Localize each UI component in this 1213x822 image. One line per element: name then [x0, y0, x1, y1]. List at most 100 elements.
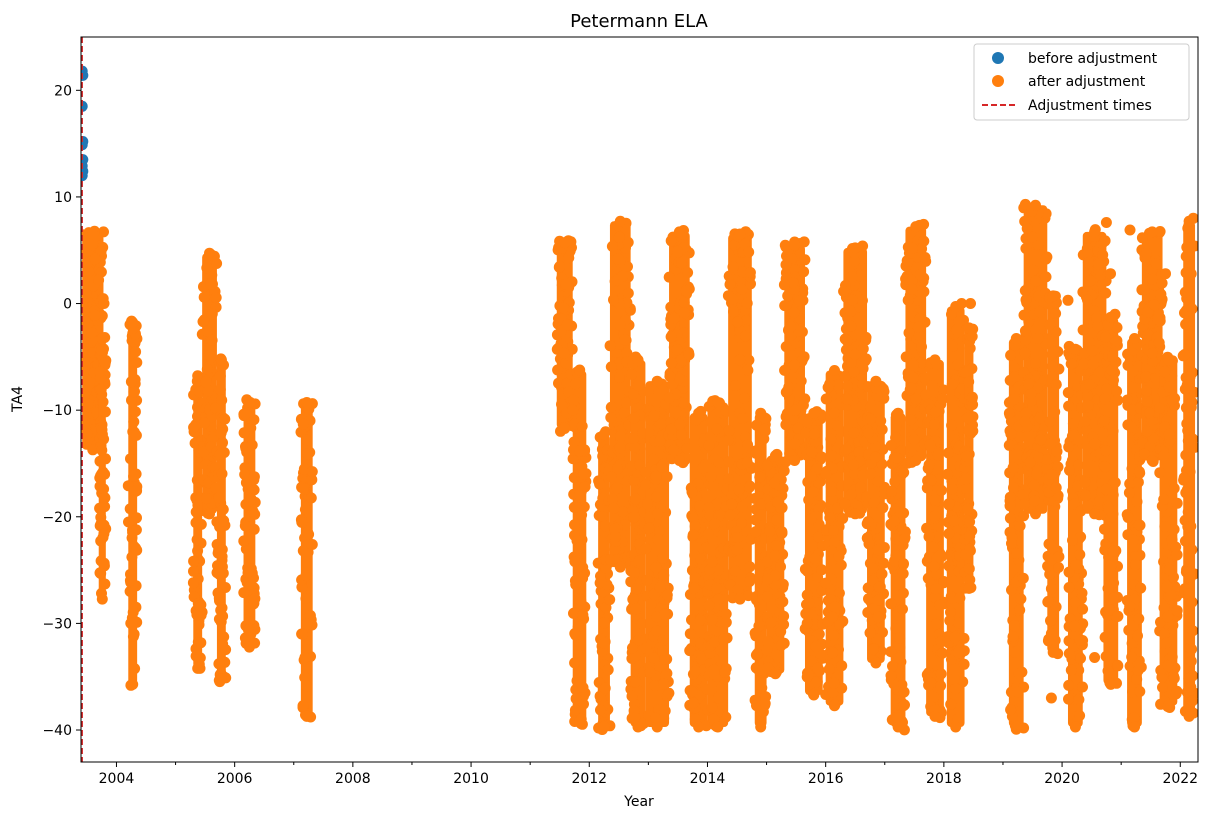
after-adjustment-point	[805, 513, 817, 525]
after-adjustment-point	[872, 594, 884, 606]
after-adjustment-point	[696, 653, 708, 665]
after-adjustment-point	[240, 408, 252, 420]
after-adjustment-point	[658, 569, 670, 581]
after-adjustment-point	[963, 322, 975, 334]
after-adjustment-point	[128, 628, 140, 640]
after-adjustment-point	[213, 568, 225, 580]
after-adjustment-point	[957, 676, 969, 688]
after-adjustment-point	[621, 347, 633, 359]
after-adjustment-point	[1132, 630, 1143, 642]
after-adjustment-point	[122, 480, 134, 492]
after-adjustment-point	[1009, 371, 1021, 383]
after-adjustment-point	[1152, 313, 1164, 325]
after-adjustment-point	[795, 375, 807, 387]
after-adjustment-point	[1138, 283, 1150, 295]
after-adjustment-point	[1064, 464, 1075, 476]
after-adjustment-point	[1182, 435, 1194, 447]
after-adjustment-point	[1099, 631, 1111, 643]
after-adjustment-point	[732, 584, 744, 596]
after-adjustment-point	[962, 503, 974, 515]
after-adjustment-point	[839, 498, 851, 510]
after-adjustment-point	[1042, 454, 1054, 465]
after-adjustment-point	[863, 427, 874, 439]
after-adjustment-point	[759, 698, 771, 709]
after-adjustment-point	[629, 441, 641, 453]
after-adjustment-point	[1186, 643, 1198, 655]
after-adjustment-point	[1187, 695, 1198, 707]
after-adjustment-point	[1181, 418, 1193, 430]
after-adjustment-point	[1084, 379, 1096, 390]
after-adjustment-point	[1122, 512, 1134, 523]
after-adjustment-point	[243, 641, 255, 653]
after-adjustment-point	[827, 647, 839, 659]
after-adjustment-point	[652, 534, 664, 545]
after-adjustment-point	[1159, 521, 1171, 532]
after-adjustment-point	[891, 711, 903, 723]
after-adjustment-point	[1104, 604, 1116, 616]
after-adjustment-point	[632, 380, 644, 392]
after-adjustment-point	[769, 550, 781, 562]
after-adjustment-point	[300, 570, 312, 581]
after-adjustment-point	[960, 450, 972, 462]
after-adjustment-point	[1018, 309, 1030, 321]
after-adjustment-point	[124, 575, 136, 586]
after-adjustment-point	[1087, 358, 1099, 370]
after-adjustment-point	[569, 556, 581, 568]
after-adjustment-point	[808, 689, 820, 701]
after-adjustment-point	[805, 655, 817, 667]
after-adjustment-point	[650, 470, 662, 482]
after-adjustment-point	[695, 553, 707, 565]
after-adjustment-point	[1171, 497, 1183, 509]
after-adjustment-point	[1186, 303, 1198, 315]
after-adjustment-point	[621, 297, 633, 309]
plot-frame	[80, 36, 1199, 763]
after-adjustment-point	[1170, 688, 1182, 700]
after-adjustment-point	[81, 359, 91, 371]
after-adjustment-point	[663, 687, 675, 699]
after-adjustment-point	[665, 235, 677, 247]
after-adjustment-point	[594, 478, 606, 490]
after-adjustment-point	[1042, 595, 1054, 607]
after-adjustment-point	[96, 424, 108, 436]
after-adjustment-point	[903, 327, 915, 339]
after-adjustment-point	[832, 379, 844, 391]
after-adjustment-point	[1178, 472, 1190, 484]
after-adjustment-point	[782, 385, 793, 397]
after-adjustment-point	[907, 359, 919, 371]
after-adjustment-point	[126, 618, 138, 630]
after-adjustment-point	[846, 271, 858, 282]
after-adjustment-point	[1004, 500, 1016, 512]
after-adjustment-point	[1180, 449, 1192, 461]
after-adjustment-point	[849, 255, 861, 267]
after-adjustment-point	[239, 469, 251, 480]
after-adjustment-point	[1019, 347, 1031, 359]
after-adjustment-point	[1034, 412, 1046, 424]
after-adjustment-point	[1182, 506, 1194, 518]
after-adjustment-point	[1089, 438, 1101, 450]
after-adjustment-point	[554, 261, 566, 272]
after-adjustment-point	[960, 473, 972, 485]
after-adjustment-point	[677, 397, 689, 409]
after-adjustment-point	[947, 340, 959, 352]
after-adjustment-point	[898, 700, 910, 712]
after-adjustment-point	[213, 613, 225, 625]
after-adjustment-point	[216, 468, 228, 480]
after-adjustment-point	[890, 623, 902, 634]
after-adjustment-point	[797, 399, 809, 411]
after-adjustment-point	[885, 598, 897, 610]
after-adjustment-point	[954, 592, 966, 604]
after-adjustment-point	[636, 618, 648, 630]
after-adjustment-point	[894, 632, 906, 644]
after-adjustment-point	[1019, 285, 1031, 297]
after-adjustment-point	[712, 397, 724, 408]
after-adjustment-point	[761, 556, 773, 568]
after-adjustment-point	[808, 428, 820, 440]
after-adjustment-point	[608, 502, 620, 514]
after-adjustment-point	[860, 353, 872, 365]
after-adjustment-point	[1034, 393, 1046, 405]
after-adjustment-point	[210, 292, 222, 304]
after-adjustment-point	[672, 246, 684, 257]
after-adjustment-point	[656, 418, 668, 430]
after-adjustment-point	[860, 331, 872, 343]
after-adjustment-point	[94, 455, 106, 467]
